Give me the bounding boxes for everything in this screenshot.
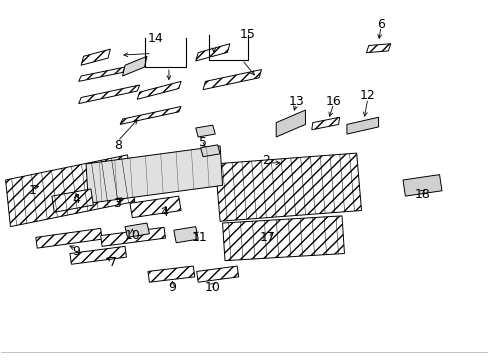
Polygon shape bbox=[196, 266, 238, 282]
Text: 9: 9 bbox=[72, 245, 80, 258]
Text: 10: 10 bbox=[124, 229, 140, 242]
Polygon shape bbox=[52, 189, 93, 212]
Polygon shape bbox=[200, 145, 220, 157]
Polygon shape bbox=[402, 175, 441, 196]
Text: 11: 11 bbox=[191, 231, 206, 244]
Text: 14: 14 bbox=[147, 32, 163, 45]
Polygon shape bbox=[81, 49, 110, 65]
Polygon shape bbox=[311, 117, 339, 130]
Polygon shape bbox=[173, 226, 198, 243]
Polygon shape bbox=[137, 81, 181, 99]
Polygon shape bbox=[222, 216, 344, 261]
Text: 15: 15 bbox=[240, 28, 255, 41]
Text: 12: 12 bbox=[359, 89, 375, 102]
Polygon shape bbox=[130, 196, 181, 218]
Text: 10: 10 bbox=[204, 281, 220, 294]
Polygon shape bbox=[101, 227, 165, 246]
Text: 6: 6 bbox=[376, 18, 384, 31]
Text: 17: 17 bbox=[260, 231, 275, 244]
Polygon shape bbox=[203, 69, 261, 90]
Text: 13: 13 bbox=[288, 95, 304, 108]
Polygon shape bbox=[86, 146, 222, 203]
Text: 2: 2 bbox=[262, 154, 270, 167]
Polygon shape bbox=[5, 155, 135, 226]
Polygon shape bbox=[346, 117, 378, 134]
Polygon shape bbox=[120, 107, 181, 125]
Text: 18: 18 bbox=[414, 188, 429, 201]
Polygon shape bbox=[148, 266, 194, 282]
Polygon shape bbox=[79, 85, 140, 104]
Text: 16: 16 bbox=[325, 95, 341, 108]
Text: 9: 9 bbox=[168, 281, 176, 294]
Polygon shape bbox=[366, 44, 390, 53]
Text: 7: 7 bbox=[109, 256, 117, 269]
Polygon shape bbox=[215, 153, 361, 221]
Polygon shape bbox=[122, 56, 147, 76]
Polygon shape bbox=[125, 223, 149, 237]
Polygon shape bbox=[79, 67, 125, 81]
Polygon shape bbox=[195, 44, 229, 61]
Text: 5: 5 bbox=[199, 136, 206, 149]
Text: 4: 4 bbox=[160, 206, 168, 219]
Polygon shape bbox=[36, 228, 102, 248]
Text: 1: 1 bbox=[28, 184, 36, 197]
Text: 4: 4 bbox=[72, 193, 80, 206]
Polygon shape bbox=[195, 125, 215, 137]
Text: 8: 8 bbox=[114, 139, 122, 152]
Polygon shape bbox=[276, 110, 305, 137]
Polygon shape bbox=[70, 246, 126, 264]
Text: 3: 3 bbox=[113, 197, 121, 210]
